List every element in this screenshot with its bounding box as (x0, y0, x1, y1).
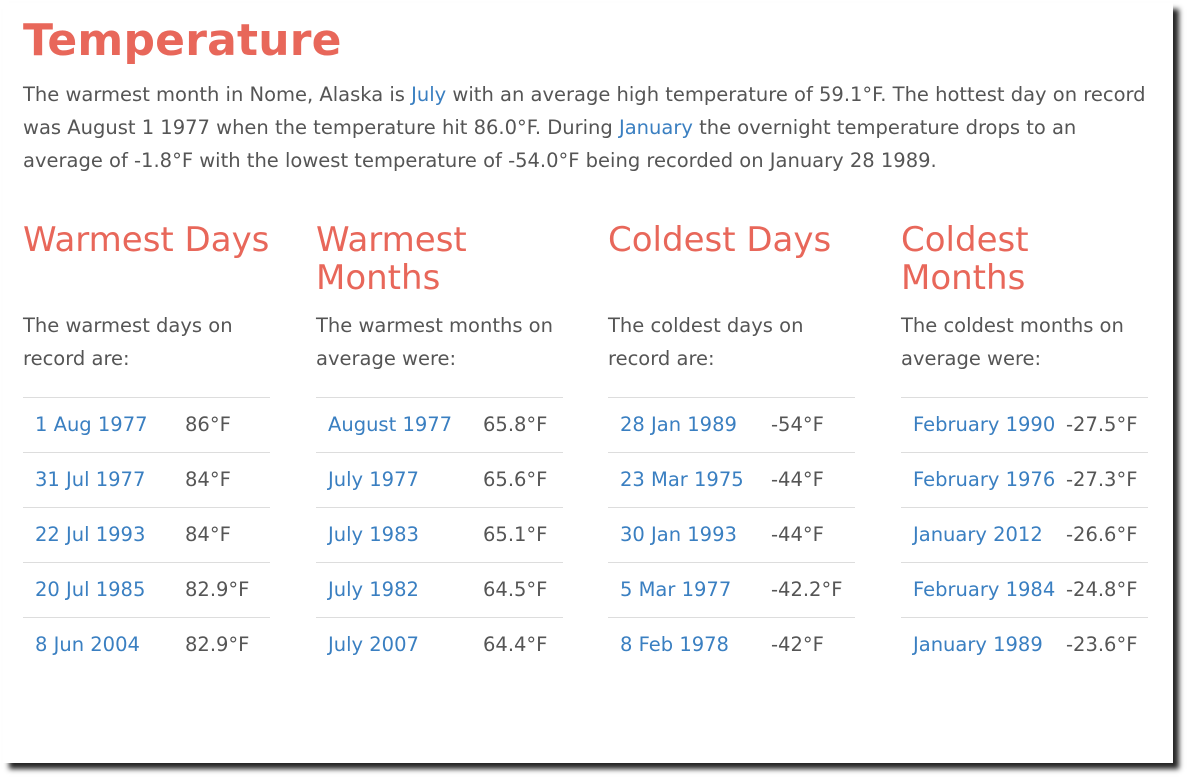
temperature-value: 64.5°F (483, 578, 548, 601)
july-link[interactable]: July (411, 83, 447, 106)
table-row: February 1990 -27.5°F (901, 398, 1148, 453)
table-row: July 1982 64.5°F (316, 563, 563, 618)
temperature-value: 64.4°F (483, 633, 548, 656)
temperature-value: -54°F (771, 413, 824, 436)
date-link[interactable]: 5 Mar 1977 (620, 578, 732, 601)
date-link[interactable]: 8 Jun 2004 (35, 633, 140, 656)
temperature-value: -27.3°F (1066, 468, 1138, 491)
date-link[interactable]: February 1990 (913, 413, 1056, 436)
temperature-value: -27.5°F (1066, 413, 1138, 436)
table-row: February 1976 -27.3°F (901, 453, 1148, 508)
coldest-days-table: 28 Jan 1989 -54°F 23 Mar 1975 -44°F 30 Jan 1… (608, 397, 855, 672)
table-row: August 1977 65.8°F (316, 398, 563, 453)
table-row: February 1984 -24.8°F (901, 563, 1148, 618)
intro-text-2: with an average high temperature of 59.1… (23, 83, 1146, 139)
date-link[interactable]: 8 Feb 1978 (620, 633, 729, 656)
temperature-value: 84°F (185, 468, 231, 491)
january-link[interactable]: January (618, 116, 693, 139)
temperature-value: -24.8°F (1066, 578, 1138, 601)
table-row: July 1977 65.6°F (316, 453, 563, 508)
coldest-days-section: Coldest Days The coldest days on record … (608, 221, 855, 672)
temperature-value: -42.2°F (771, 578, 843, 601)
table-row: July 2007 64.4°F (316, 618, 563, 672)
table-row: 23 Mar 1975 -44°F (608, 453, 855, 508)
warmest-days-description: The warmest days on record are: (23, 314, 233, 370)
warmest-days-title: Warmest Days (23, 220, 270, 260)
date-link[interactable]: February 1984 (913, 578, 1056, 601)
coldest-months-title: Coldest Months (901, 220, 1029, 298)
table-row: July 1983 65.1°F (316, 508, 563, 563)
table-row: January 1989 -23.6°F (901, 618, 1148, 672)
warmest-days-table: 1 Aug 1977 86°F 31 Jul 1977 84°F 22 Jul 1993… (23, 397, 270, 672)
coldest-days-title: Coldest Days (608, 220, 832, 260)
coldest-days-description: The coldest days on record are: (608, 314, 804, 370)
section-title: Temperature (23, 15, 342, 66)
date-link[interactable]: August 1977 (328, 413, 453, 436)
temperature-value: -26.6°F (1066, 523, 1138, 546)
intro-text-3: the overnight temperature drops to an av… (23, 116, 1077, 172)
table-row: January 2012 -26.6°F (901, 508, 1148, 563)
temperature-value: 65.8°F (483, 413, 548, 436)
date-link[interactable]: July 1982 (328, 578, 419, 601)
coldest-months-description: The coldest months on average were: (901, 314, 1124, 370)
intro-paragraph: The warmest month in Nome, Alaska is Jul… (23, 78, 1158, 177)
date-link[interactable]: 23 Mar 1975 (620, 468, 744, 491)
table-row: 31 Jul 1977 84°F (23, 453, 270, 508)
date-link[interactable]: 28 Jan 1989 (620, 413, 737, 436)
date-link[interactable]: July 1983 (328, 523, 419, 546)
temperature-value: 82.9°F (185, 578, 250, 601)
table-row: 30 Jan 1993 -44°F (608, 508, 855, 563)
date-link[interactable]: July 2007 (328, 633, 419, 656)
date-link[interactable]: 20 Jul 1985 (35, 578, 146, 601)
warmest-days-section: Warmest Days The warmest days on record … (23, 221, 270, 672)
table-row: 20 Jul 1985 82.9°F (23, 563, 270, 618)
temperature-value: -44°F (771, 468, 824, 491)
table-row: 5 Mar 1977 -42.2°F (608, 563, 855, 618)
table-row: 28 Jan 1989 -54°F (608, 398, 855, 453)
table-row: 1 Aug 1977 86°F (23, 398, 270, 453)
warmest-months-section: Warmest Months The warmest months on ave… (316, 221, 563, 672)
date-link[interactable]: February 1976 (913, 468, 1056, 491)
date-link[interactable]: January 2012 (913, 523, 1043, 546)
intro-text-1: The warmest month in Nome, Alaska is (23, 83, 412, 106)
table-row: 8 Feb 1978 -42°F (608, 618, 855, 672)
temperature-value: 84°F (185, 523, 231, 546)
table-row: 8 Jun 2004 82.9°F (23, 618, 270, 672)
temperature-value: 82.9°F (185, 633, 250, 656)
temperature-value: -44°F (771, 523, 824, 546)
table-row: 22 Jul 1993 84°F (23, 508, 270, 563)
warmest-months-description: The warmest months on average were: (316, 314, 553, 370)
temperature-value: 65.1°F (483, 523, 548, 546)
date-link[interactable]: 1 Aug 1977 (35, 413, 148, 436)
warmest-months-table: August 1977 65.8°F July 1977 65.6°F July 198… (316, 397, 563, 672)
date-link[interactable]: 22 Jul 1993 (35, 523, 146, 546)
content-panel: Temperature The warmest month in Nome, A… (3, 3, 1173, 763)
temperature-value: -42°F (771, 633, 824, 656)
temperature-value: 65.6°F (483, 468, 548, 491)
temperature-value: -23.6°F (1066, 633, 1138, 656)
date-link[interactable]: 30 Jan 1993 (620, 523, 737, 546)
warmest-months-title: Warmest Months (316, 220, 467, 298)
date-link[interactable]: July 1977 (328, 468, 419, 491)
date-link[interactable]: 31 Jul 1977 (35, 468, 146, 491)
coldest-months-table: February 1990 -27.5°F February 1976 -27.3°F… (901, 397, 1148, 672)
coldest-months-section: Coldest Months The coldest months on ave… (901, 221, 1148, 672)
temperature-value: 86°F (185, 413, 231, 436)
date-link[interactable]: January 1989 (913, 633, 1043, 656)
